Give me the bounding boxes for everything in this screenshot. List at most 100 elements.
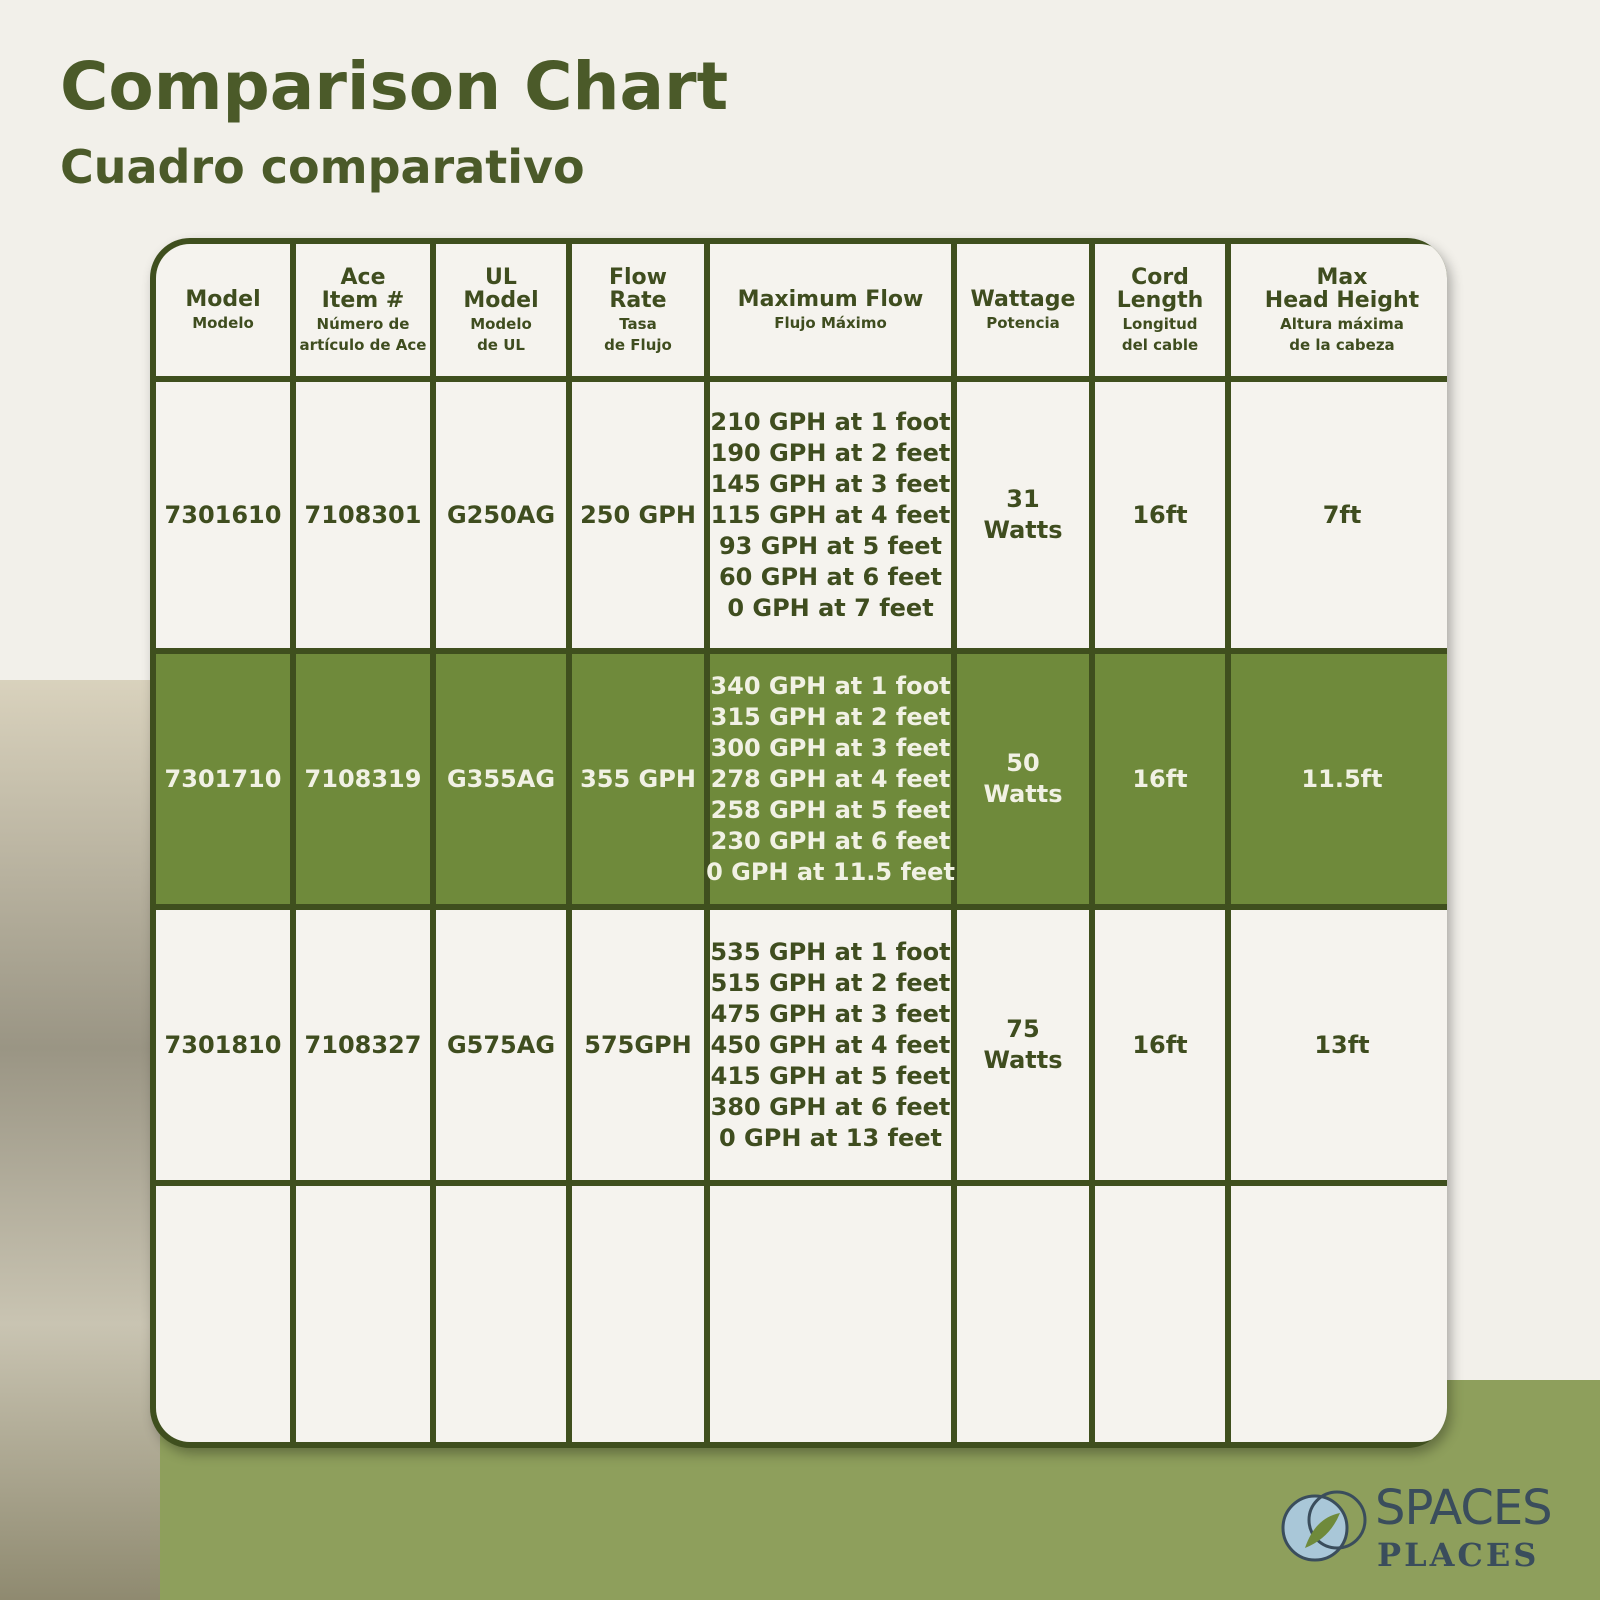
cell-text: 7301810 [164, 1030, 282, 1059]
header-subtitle: del cable [1121, 336, 1199, 354]
table-cell: 7301810 [156, 910, 290, 1180]
cell-text: 0 GPH at 7 feet [727, 593, 934, 622]
table-cell: 7301710 [156, 654, 290, 904]
header-title: Head Height [1264, 288, 1420, 313]
logo-icon [1281, 1490, 1367, 1562]
cell-text: 190 GPH at 2 feet [710, 438, 951, 467]
header-subtitle: de UL [477, 336, 525, 354]
header-cell: Cord Length Longitud del cable [1095, 244, 1225, 376]
comparison-table: Model Modelo Ace Item # Número de artículo de… [150, 238, 1447, 1448]
header-title: Flow [608, 265, 667, 290]
table-cell: 250 GPH [572, 382, 704, 648]
header-title: Model [185, 287, 261, 312]
header-subtitle-block: Flujo Máximo [774, 311, 887, 332]
table-cell: 355 GPH [572, 654, 704, 904]
fountain-image [0, 680, 160, 1600]
table-cell: 16ft [1095, 910, 1225, 1180]
cell-text: 575GPH [584, 1030, 692, 1059]
empty-cell [572, 1186, 704, 1442]
header-subtitle-block: Altura máxima de la cabeza [1280, 312, 1404, 354]
cell-text: 7301710 [164, 764, 282, 793]
cell-text: 450 GPH at 4 feet [710, 1030, 951, 1059]
header-cell: Model Modelo [156, 244, 290, 376]
table-cell: 16ft [1095, 654, 1225, 904]
header-subtitle: Altura máxima [1280, 315, 1404, 333]
empty-cell [957, 1186, 1089, 1442]
header-cell: Wattage Potencia [957, 244, 1089, 376]
cell-text: 11.5ft [1301, 764, 1383, 793]
cell-text: Watts [983, 1046, 1063, 1074]
header-subtitle-block: Tasa de Flujo [604, 312, 672, 354]
table-cell: G355AG [436, 654, 566, 904]
table-cell: 7108319 [296, 654, 430, 904]
brand-line-2: PLACES [1377, 1536, 1540, 1574]
cell-text: 16ft [1132, 764, 1188, 793]
table-cell: 50 Watts [957, 654, 1089, 904]
table-cell: 13ft [1231, 910, 1447, 1180]
cell-text: 340 GPH at 1 foot [710, 671, 951, 700]
table-cell: G575AG [436, 910, 566, 1180]
cell-text: 355 GPH [580, 764, 696, 793]
cell-text: 7108319 [304, 764, 422, 793]
header-subtitle: Modelo [192, 314, 254, 332]
header-title: Rate [609, 288, 667, 313]
table-cell: 340 GPH at 1 foot 315 GPH at 2 feet 300 GP… [706, 654, 955, 904]
table-cell: 11.5ft [1231, 654, 1447, 904]
cell-text: G250AG [446, 500, 556, 529]
header-title: Length [1116, 288, 1204, 313]
header-cell: UL Model Modelo de UL [436, 244, 566, 376]
table-cell: 7301610 [156, 382, 290, 648]
table-cell: 7108301 [296, 382, 430, 648]
cell-text: 258 GPH at 5 feet [710, 795, 951, 824]
cell-text: 535 GPH at 1 foot [710, 937, 951, 966]
header-subtitle: Potencia [986, 314, 1060, 332]
cell-text: 16ft [1132, 1030, 1188, 1059]
cell-text: 115 GPH at 4 feet [710, 500, 951, 529]
cell-text: 380 GPH at 6 feet [710, 1092, 951, 1121]
cell-text: 475 GPH at 3 feet [710, 999, 951, 1028]
header-subtitle-block: Modelo de UL [470, 312, 532, 354]
table-cell: 575GPH [572, 910, 704, 1180]
table-cell: 75 Watts [957, 910, 1089, 1180]
cell-text: 415 GPH at 5 feet [710, 1061, 951, 1090]
header-subtitle: de la cabeza [1289, 336, 1395, 354]
cell-text: 7ft [1322, 500, 1362, 529]
cell-text: 210 GPH at 1 foot [710, 407, 951, 436]
cell-text: 250 GPH [580, 500, 696, 529]
table-cell: 7ft [1231, 382, 1447, 648]
cell-text: 278 GPH at 4 feet [710, 764, 951, 793]
empty-cell [156, 1186, 290, 1442]
cell-text: 60 GPH at 6 feet [718, 562, 943, 591]
header-subtitle: Tasa [619, 315, 657, 333]
empty-cell [436, 1186, 566, 1442]
empty-cell [1095, 1186, 1225, 1442]
cell-text: Watts [983, 516, 1063, 544]
brand-line-1: SPACES [1375, 1480, 1553, 1536]
header-subtitle-block: Potencia [986, 311, 1059, 332]
cell-text: 7301610 [164, 500, 282, 529]
cell-text: 145 GPH at 3 feet [710, 469, 951, 498]
table-cell: 535 GPH at 1 foot 515 GPH at 2 feet 475 GP… [710, 910, 951, 1180]
header-subtitle: Flujo Máximo [774, 314, 887, 332]
header-title: Maximum Flow [737, 287, 924, 312]
header-subtitle: Modelo [470, 315, 532, 333]
header-cell: Maximum Flow Flujo Máximo [710, 244, 951, 376]
cell-text: 515 GPH at 2 feet [710, 968, 951, 997]
header-title: Wattage [970, 287, 1076, 312]
cell-text: 7108327 [304, 1030, 422, 1059]
header-cell: Flow Rate Tasa de Flujo [572, 244, 704, 376]
header-cell: Max Head Height Altura máxima de la cabeza [1231, 244, 1447, 376]
header-title: Item # [321, 288, 405, 313]
cell-text: 0 GPH at 11.5 feet [706, 857, 955, 886]
cell-text: Watts [983, 780, 1063, 808]
empty-cell [710, 1186, 951, 1442]
cell-text: 75 [1006, 1015, 1040, 1043]
cell-text: 0 GPH at 13 feet [718, 1123, 943, 1152]
cell-text: 7108301 [304, 500, 422, 529]
table-cell: 7108327 [296, 910, 430, 1180]
header-title: Ace [340, 265, 386, 290]
header-subtitle: Número de [316, 315, 410, 333]
brand-logo: SPACES PLACES [1275, 1478, 1575, 1578]
header-subtitle: de Flujo [604, 336, 672, 354]
